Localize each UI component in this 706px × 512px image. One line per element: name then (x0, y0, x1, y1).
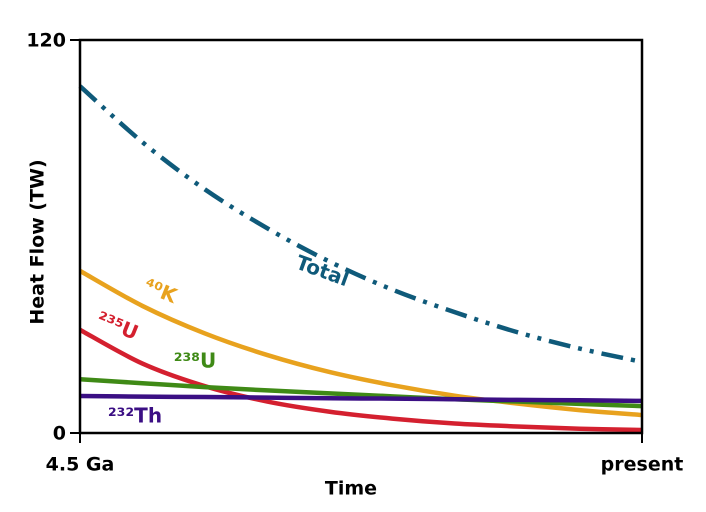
series-line (78, 84, 643, 365)
x-tick-label: present (601, 454, 684, 476)
y-tick-label: 120 (26, 30, 66, 52)
plot-frame (78, 38, 644, 435)
series-line (78, 268, 643, 418)
series-line (79, 377, 643, 409)
y-tick-label: 0 (53, 423, 66, 445)
series-label: ²³²Th (108, 404, 162, 428)
series-label: ⁴⁰K (141, 273, 182, 308)
series-label: ²³⁸U (174, 349, 217, 373)
series-line (79, 393, 643, 404)
x-axis-label: Time (325, 478, 377, 500)
series-line (78, 327, 643, 433)
y-axis-label: Heat Flow (TW) (27, 159, 49, 324)
x-tick-label: 4.5 Ga (46, 454, 115, 476)
series-label: Total (293, 250, 353, 291)
